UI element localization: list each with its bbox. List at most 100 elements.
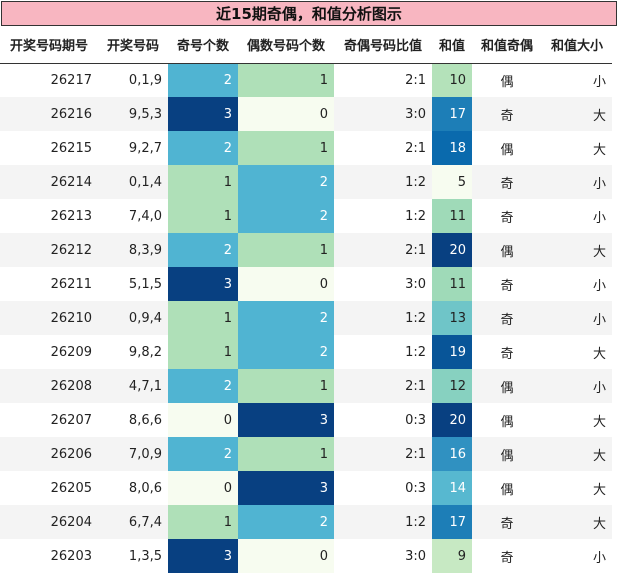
sum-cell: 20 <box>432 403 472 437</box>
numbers-cell: 6,7,4 <box>98 505 168 539</box>
numbers-cell: 7,0,9 <box>98 437 168 471</box>
sum-cell: 17 <box>432 97 472 131</box>
sum-parity-cell: 偶 <box>500 74 514 90</box>
even-count-cell: 2 <box>238 301 334 335</box>
period-cell: 26206 <box>0 437 98 471</box>
ratio-cell: 2:1 <box>405 140 426 156</box>
col-header-even-count: 偶数号码个数 <box>246 39 325 55</box>
table-row: 26212 8,3,9 2 1 2:1 20 偶大 <box>0 233 612 267</box>
even-count-cell: 1 <box>238 131 334 165</box>
odd-count-cell: 1 <box>168 301 238 335</box>
ratio-cell: 3:0 <box>334 97 432 131</box>
sum-size-cell: 大 <box>542 437 612 471</box>
ratio-cell: 0:3 <box>405 480 426 496</box>
sum-size-cell: 大 <box>542 97 612 131</box>
table-row: 26210 0,9,4 1 2 1:2 13 奇小 <box>0 301 612 335</box>
odd-count-cell: 3 <box>168 539 238 573</box>
sum-size-cell: 小 <box>542 165 612 199</box>
period-cell: 26204 <box>0 505 98 539</box>
ratio-cell: 3:0 <box>405 276 426 292</box>
period-cell: 26214 <box>0 165 98 199</box>
col-header-odd-count: 奇号个数 <box>176 39 229 55</box>
even-count-cell: 0 <box>238 267 334 301</box>
ratio-cell: 1:2 <box>405 344 426 360</box>
even-count-cell: 2 <box>238 165 334 199</box>
sum-parity-cell: 奇 <box>500 278 514 294</box>
col-header-sum-size: 和值大小 <box>550 39 603 55</box>
even-count-cell: 2 <box>238 199 334 233</box>
period-cell: 26215 <box>50 140 92 156</box>
ratio-cell: 2:1 <box>405 72 426 88</box>
even-count-cell: 0 <box>238 97 334 131</box>
chart-title: 近15期奇偶，和值分析图示 <box>1 1 617 26</box>
numbers-cell: 0,9,4 <box>98 301 168 335</box>
ratio-cell: 2:1 <box>334 233 432 267</box>
period-cell: 26216 <box>0 97 98 131</box>
table-row: 26215 9,2,7 2 1 2:1 18 偶 大 <box>0 131 612 165</box>
sum-parity-cell: 偶 <box>472 437 542 471</box>
odd-count-cell: 0 <box>168 403 238 437</box>
table-row: 26213 7,4,0 1 2 1:2 11 奇 小 <box>0 199 612 233</box>
sum-parity-cell: 奇 <box>500 550 514 566</box>
sum-size-cell: 大 <box>592 346 606 362</box>
period-cell: 26203 <box>50 548 92 564</box>
sum-cell: 12 <box>432 369 472 403</box>
period-cell: 26212 <box>0 233 98 267</box>
odd-count-cell: 1 <box>168 335 238 369</box>
ratio-cell: 1:2 <box>334 505 432 539</box>
period-cell: 26210 <box>0 301 98 335</box>
even-count-cell: 3 <box>238 471 334 505</box>
sum-cell: 10 <box>432 63 472 97</box>
odd-count-cell: 1 <box>168 165 238 199</box>
numbers-cell: 5,1,5 <box>128 276 162 292</box>
numbers-cell: 0,1,4 <box>98 165 168 199</box>
sum-size-cell: 小 <box>592 278 606 294</box>
table-row: 26207 8,6,6 0 3 0:3 20 偶 大 <box>0 403 612 437</box>
sum-size-cell: 大 <box>592 482 606 498</box>
even-count-cell: 1 <box>238 63 334 97</box>
sum-size-cell: 小 <box>592 210 606 226</box>
period-cell: 26211 <box>50 276 92 292</box>
ratio-cell: 2:1 <box>334 437 432 471</box>
even-count-cell: 2 <box>238 335 334 369</box>
table-row: 26211 5,1,5 3 0 3:0 11 奇 小 <box>0 267 612 301</box>
even-count-cell: 1 <box>238 369 334 403</box>
even-count-cell: 1 <box>238 437 334 471</box>
period-cell: 26213 <box>50 208 92 224</box>
sum-cell: 5 <box>432 165 472 199</box>
sum-cell: 9 <box>432 539 472 573</box>
table-row: 26217 0,1,9 2 1 2:1 10 偶 小 <box>0 63 612 97</box>
numbers-cell: 9,8,2 <box>128 344 162 360</box>
ratio-cell: 3:0 <box>405 548 426 564</box>
col-header-ratio: 奇偶号码比值 <box>343 39 422 55</box>
numbers-cell: 8,6,6 <box>128 412 162 428</box>
sum-size-cell: 大 <box>592 414 606 430</box>
period-cell: 26207 <box>50 412 92 428</box>
odd-count-cell: 0 <box>168 471 238 505</box>
numbers-cell: 0,1,9 <box>128 72 162 88</box>
odd-count-cell: 2 <box>168 131 238 165</box>
sum-parity-cell: 偶 <box>472 369 542 403</box>
numbers-cell: 8,0,6 <box>128 480 162 496</box>
sum-cell: 16 <box>432 437 472 471</box>
col-header-period: 开奖号码期号 <box>9 39 88 55</box>
sum-parity-cell: 奇 <box>472 301 542 335</box>
ratio-cell: 1:2 <box>334 165 432 199</box>
odd-count-cell: 2 <box>168 233 238 267</box>
header-row: 开奖号码期号 开奖号码 奇号个数 偶数号码个数 奇偶号码比值 和值 和值奇偶 和… <box>0 27 612 63</box>
table-row: 26216 9,5,3 3 0 3:0 17 奇大 <box>0 97 612 131</box>
numbers-cell: 9,5,3 <box>98 97 168 131</box>
even-count-cell: 0 <box>238 539 334 573</box>
sum-cell: 14 <box>432 471 472 505</box>
sum-parity-cell: 奇 <box>472 165 542 199</box>
sum-parity-cell: 奇 <box>500 346 514 362</box>
numbers-cell: 7,4,0 <box>128 208 162 224</box>
col-header-sum: 和值 <box>438 39 465 55</box>
data-table: 开奖号码期号 开奖号码 奇号个数 偶数号码个数 奇偶号码比值 和值 和值奇偶 和… <box>0 27 612 573</box>
odd-count-cell: 2 <box>168 437 238 471</box>
odd-count-cell: 1 <box>168 199 238 233</box>
even-count-cell: 1 <box>238 233 334 267</box>
numbers-cell: 9,2,7 <box>128 140 162 156</box>
odd-count-cell: 1 <box>168 505 238 539</box>
table-row: 26209 9,8,2 1 2 1:2 19 奇 大 <box>0 335 612 369</box>
